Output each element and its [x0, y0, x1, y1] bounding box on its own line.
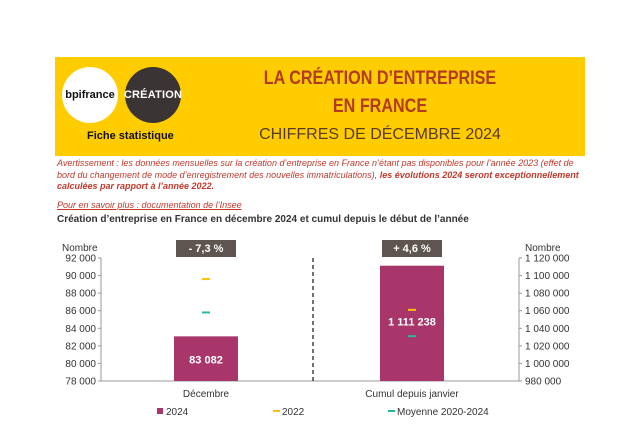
change-badge [176, 240, 236, 257]
page-subtitle: CHIFFRES DE DÉCEMBRE 2024 [259, 126, 501, 143]
legend-label: Moyenne 2020-2024 [397, 407, 489, 418]
left-tick-label: 92 000 [65, 254, 96, 265]
category-label: Cumul depuis janvier [365, 389, 459, 400]
warning-text: Avertissement : les données mensuelles s… [57, 158, 585, 193]
right-axis-label: Nombre [525, 243, 561, 254]
left-tick-label: 90 000 [65, 271, 96, 282]
chart-title: Création d’entreprise en France en décem… [57, 214, 469, 225]
page-title-line1: LA CRÉATION D’ENTREPRISE [263, 68, 497, 89]
bpifrance-logo-text: bpifrance [65, 89, 115, 101]
left-axis-label: Nombre [62, 243, 98, 254]
legend-label: 2022 [282, 407, 305, 418]
left-tick-label: 82 000 [65, 341, 96, 352]
creation-logo-text: CRÉATION [123, 89, 183, 101]
creation-logo: CRÉATION [123, 67, 183, 123]
warning-normal: Avertissement : les données mensuelles s… [57, 158, 574, 180]
right-tick-label: 1 100 000 [525, 271, 570, 282]
left-tick-label: 86 000 [65, 306, 96, 317]
fiche-label: Fiche statistique [87, 130, 174, 142]
right-tick-label: 1 040 000 [525, 324, 570, 335]
category-label: Décembre [183, 389, 230, 400]
bar-value-label: 1 111 238 [388, 317, 436, 329]
legend-swatch-2024 [157, 408, 163, 414]
right-tick-label: 1 060 000 [525, 306, 570, 317]
warning-bold: les évolutions 2024 seront exceptionnell… [57, 169, 579, 192]
bar-2024 [174, 336, 238, 381]
left-tick-label: 84 000 [65, 324, 96, 335]
page-title-line2: EN FRANCE [332, 96, 428, 117]
right-tick-label: 1 080 000 [525, 289, 570, 300]
right-tick-label: 1 000 000 [525, 359, 570, 370]
right-tick-label: 1 120 000 [525, 254, 570, 265]
bpifrance-logo: bpifrance [62, 67, 118, 123]
change-badge [382, 240, 442, 257]
left-tick-label: 88 000 [65, 289, 96, 300]
change-badge-label: - 7,3 % [189, 243, 224, 255]
legend-label: 2024 [166, 407, 189, 418]
header-banner: bpifrance CRÉATION Fiche statistique LA … [55, 57, 585, 156]
change-badge-label: + 4,6 % [393, 243, 431, 255]
bar-2024 [380, 265, 444, 381]
left-tick-label: 78 000 [65, 377, 96, 388]
right-tick-label: 980 000 [525, 377, 562, 388]
left-tick-label: 80 000 [65, 359, 96, 370]
right-tick-label: 1 020 000 [525, 341, 570, 352]
bar-value-label: 83 082 [189, 355, 223, 367]
insee-doc-link[interactable]: Pour en savoir plus : documentation de l… [57, 200, 242, 210]
